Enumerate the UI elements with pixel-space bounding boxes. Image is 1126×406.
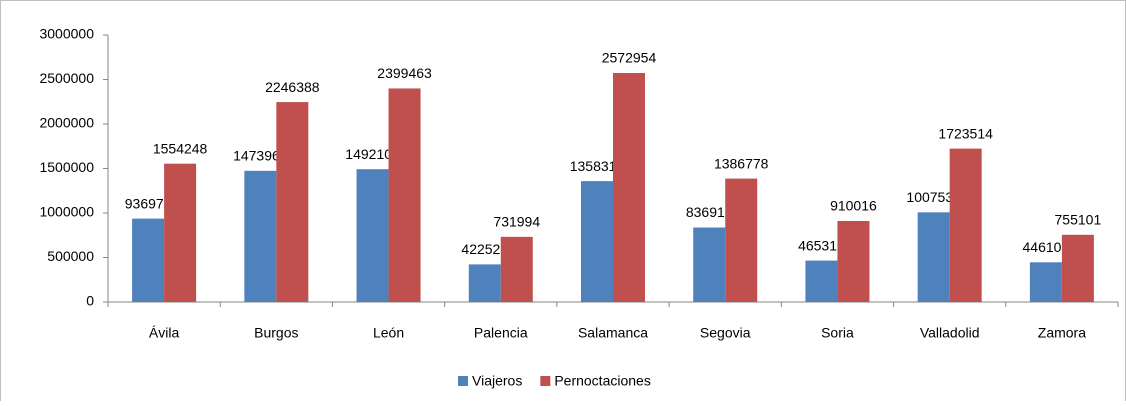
data-label: 465318 [798,237,845,253]
bar [244,170,277,302]
x-tick-label: Valladolid [920,325,980,341]
y-tick-label: 3000000 [39,26,94,42]
legend-label: Viajeros [472,373,522,389]
y-tick-label: 2500000 [39,70,94,86]
bar [500,236,533,302]
bar [949,148,982,302]
data-label: 2572954 [602,50,657,66]
bar [805,260,838,302]
legend-swatch [540,376,551,386]
data-label: 1386778 [714,155,769,171]
data-label: 755101 [1055,211,1102,227]
data-label: 731994 [493,214,540,230]
bar [837,221,870,302]
bar [388,88,421,303]
data-label: 446105 [1023,239,1070,255]
x-tick-label: Burgos [254,325,298,341]
bar [1061,234,1094,302]
data-label: 1723514 [938,125,993,141]
y-tick-label: 0 [86,293,94,309]
y-tick-label: 500000 [47,248,94,264]
bar [693,227,726,302]
data-label: 936973 [125,195,172,211]
data-label: 1554248 [153,140,208,156]
data-label: 1358319 [570,158,625,174]
bar [917,212,950,302]
bar [725,178,758,302]
y-tick-label: 1500000 [39,159,94,175]
data-label: 2399463 [377,65,432,81]
x-tick-label: Palencia [474,325,528,341]
y-tick-label: 2000000 [39,115,94,131]
data-label: 1492106 [345,146,400,162]
data-label: 836912 [686,204,733,220]
data-label: 1473962 [233,148,288,164]
x-tick-label: Salamanca [578,325,648,341]
legend-label: Pernoctaciones [554,373,651,389]
data-label: 422523 [461,241,508,257]
x-tick-label: Ávila [149,325,180,341]
data-label: 2246388 [265,79,320,95]
bar [132,218,165,302]
x-tick-label: Segovia [700,325,751,341]
bar [276,102,309,302]
x-tick-label: Zamora [1038,325,1086,341]
bar [1029,262,1062,302]
bar [356,169,389,302]
data-label: 1007539 [906,189,961,205]
legend-swatch [458,376,468,386]
x-tick-label: León [373,325,404,341]
bar [613,73,645,302]
bar [164,163,197,302]
y-tick-label: 1000000 [39,204,94,220]
bar [468,264,501,302]
bar [581,181,613,302]
x-tick-label: Soria [821,325,854,341]
data-label: 910016 [830,198,877,214]
